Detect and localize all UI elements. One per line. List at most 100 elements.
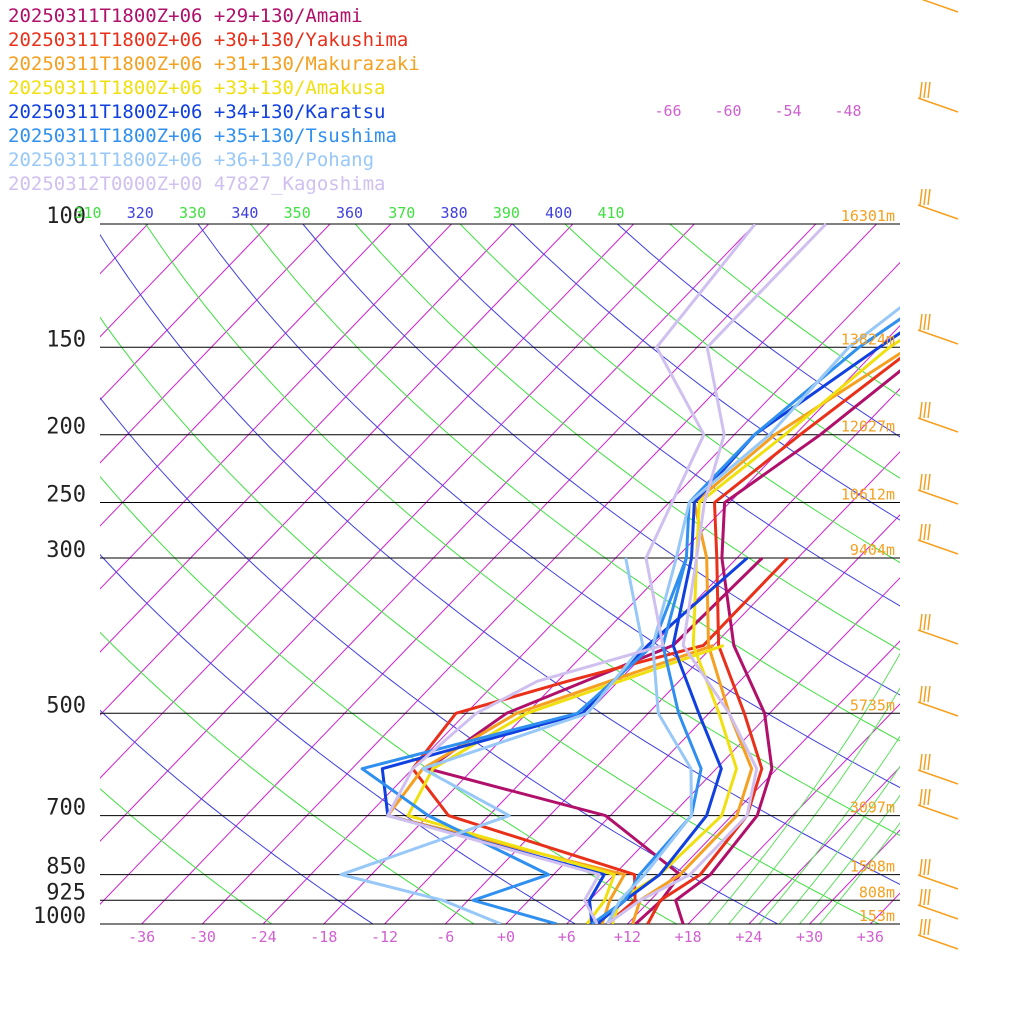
- wind-barb-staff: [917, 874, 959, 890]
- theta-label: 370: [388, 204, 415, 222]
- wind-barb-staff: [917, 97, 959, 113]
- temperature-line-amami: [674, 369, 900, 924]
- wind-barb-flag: [927, 473, 931, 491]
- isotherm-line: [100, 224, 210, 338]
- height-label: 808m: [859, 883, 895, 901]
- isotherm-line: [262, 261, 900, 924]
- wind-barb-flag: [923, 788, 927, 806]
- isotherm-line: [687, 703, 900, 924]
- pressure-label: 200: [46, 415, 86, 440]
- height-label: 16301m: [841, 207, 895, 225]
- theta-label: 310: [74, 204, 101, 222]
- series-lines: [339, 224, 900, 924]
- theta-label: 320: [127, 204, 154, 222]
- wind-barb-flag: [923, 888, 927, 906]
- wind-barb-staff: [921, 0, 959, 13]
- wind-barb-flag: [923, 188, 927, 206]
- axis-labels: 100 16301m 150 13824m 200 12027m 250 10612m 300 9…: [33, 102, 895, 946]
- dry-adiabat-line: [354, 224, 900, 651]
- isotherm-line: [202, 224, 878, 924]
- wind-barb-staff: [917, 629, 959, 645]
- pressure-label: 150: [46, 327, 86, 352]
- temperature-line-top-amakusa: [612, 0, 1024, 924]
- wind-barb-flag: [923, 918, 927, 936]
- isotherm-line: [100, 224, 149, 275]
- theta-label: 380: [441, 204, 468, 222]
- wind-barb-flag: [927, 888, 931, 906]
- wind-barb-flag: [923, 613, 927, 631]
- legend-entry-makurazaki: 20250311T1800Z+06 +31+130/Makurazaki: [8, 53, 420, 75]
- isotherm-line: [100, 224, 331, 464]
- wind-barb-staff: [917, 701, 959, 717]
- dry-adiabat-line: [302, 224, 900, 696]
- wind-barb: [917, 188, 959, 220]
- wind-barb-flag: [923, 753, 927, 771]
- theta-label: 400: [545, 204, 572, 222]
- wind-barb: [917, 81, 959, 113]
- isobar-lines: [100, 223, 900, 925]
- legend-entry-karatsu: 20250311T1800Z+06 +34+130/Karatsu: [8, 101, 386, 123]
- wind-barb-flag: [923, 401, 927, 419]
- theta-label: 390: [493, 204, 520, 222]
- temperature-line-pohang: [605, 305, 900, 924]
- wind-barb-staff: [917, 804, 959, 820]
- wind-barb: [917, 788, 959, 820]
- height-label: 9404m: [850, 541, 895, 559]
- wind-barb-flag: [923, 858, 927, 876]
- dewpoint-line-tsushima: [360, 557, 688, 924]
- temperature-line-makurazaki: [631, 351, 900, 924]
- temperature-line-amakusa: [610, 338, 900, 924]
- dry-adiabat-line: [100, 709, 374, 924]
- wind-barb: [917, 753, 959, 785]
- wind-barb-staff: [917, 539, 959, 555]
- dewpoint-line-karatsu: [380, 556, 749, 924]
- wind-barb-flag: [919, 81, 923, 99]
- height-label: 13824m: [841, 330, 895, 348]
- pressure-label: 500: [46, 693, 86, 718]
- wind-barb: [917, 858, 959, 890]
- wind-barb-flag: [927, 918, 931, 936]
- wind-barb-staff: [917, 489, 959, 505]
- wind-barb-staff: [917, 769, 959, 785]
- wind-barb-flag: [927, 401, 931, 419]
- isotherm-line: [100, 224, 453, 590]
- isotherm-line: [566, 577, 900, 924]
- dry-adiabat-line: [100, 788, 273, 924]
- pressure-label: 250: [46, 483, 86, 508]
- isotherm-top-label: -66: [654, 102, 681, 120]
- height-label: 12027m: [841, 418, 895, 436]
- isotherm-line: [100, 224, 574, 716]
- temperature-line-top-karatsu: [597, 0, 1024, 924]
- wind-barb-flag: [919, 858, 923, 876]
- wind-barb-flag: [923, 473, 927, 491]
- isotherm-line: [384, 388, 900, 924]
- theta-label: 330: [179, 204, 206, 222]
- dry-adiabat-line: [249, 224, 900, 742]
- wind-barb-flag: [927, 188, 931, 206]
- legend-entry-yakushima: 20250311T1800Z+06 +30+130/Yakushima: [8, 29, 409, 51]
- dry-adiabat-line: [407, 224, 900, 607]
- dry-adiabat-line: [145, 224, 900, 837]
- theta-label: 350: [284, 204, 311, 222]
- wind-barb-staff: [917, 329, 959, 345]
- wind-barb-flag: [927, 613, 931, 631]
- wind-barb-flag: [923, 685, 927, 703]
- isotherm-line: [100, 224, 696, 842]
- isotherm-line: [0, 116, 9, 924]
- isotherm-line: [100, 224, 635, 779]
- wind-barb: [921, 0, 959, 13]
- dry-adiabat-line: [459, 224, 900, 564]
- theta-label: 340: [231, 204, 258, 222]
- isotherm-line: [141, 224, 817, 924]
- dry-adiabat-line: [100, 316, 881, 924]
- legend-entry-tsushima: 20250311T1800Z+06 +35+130/Tsushima: [8, 125, 397, 147]
- temperature-tick-label: +30: [796, 928, 823, 946]
- dry-adiabat-line: [100, 233, 900, 885]
- isotherm-line: [323, 324, 900, 924]
- dry-adiabat-line: [197, 224, 900, 789]
- temperature-line-yakushima: [646, 356, 900, 924]
- wind-barb-flag: [919, 788, 923, 806]
- isotherm-line: [505, 514, 900, 924]
- isotherm-top-label: -48: [834, 102, 861, 120]
- temperature-tick-label: -12: [371, 928, 398, 946]
